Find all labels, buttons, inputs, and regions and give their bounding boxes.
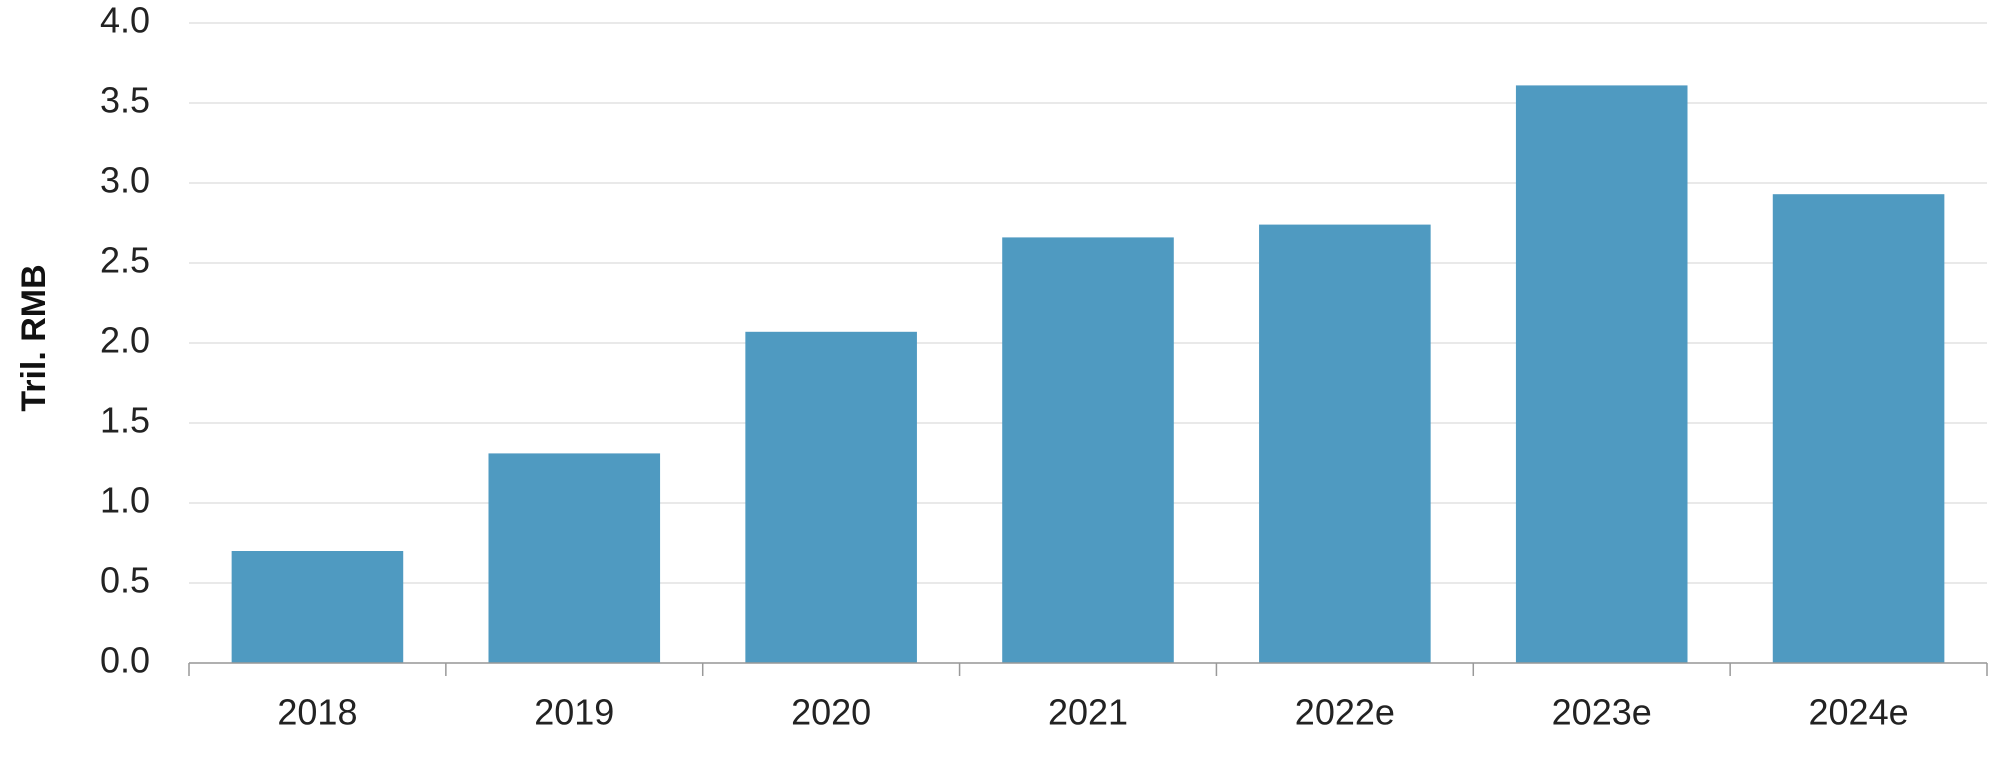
bar (1259, 224, 1431, 663)
y-axis-title: Tril. RMB (15, 264, 53, 411)
bar (1772, 194, 1945, 663)
x-tick-label: 2020 (791, 692, 871, 733)
y-tick-label: 3.0 (100, 160, 150, 201)
y-tick-label: 1.0 (100, 480, 150, 521)
x-tick-label: 2023e (1552, 692, 1652, 733)
bar (745, 331, 917, 663)
y-tick-label: 3.5 (100, 80, 150, 121)
y-tick-label: 1.5 (100, 400, 150, 441)
y-tick-label: 4.0 (100, 0, 150, 41)
y-tick-label: 2.5 (100, 240, 150, 281)
bar (488, 453, 661, 663)
y-tick-label: 0.5 (100, 560, 150, 601)
y-tick-label: 0.0 (100, 640, 150, 681)
x-tick-label: 2021 (1048, 692, 1128, 733)
bar (231, 551, 404, 663)
x-tick-label: 2018 (277, 692, 357, 733)
bar (1515, 85, 1688, 663)
x-tick-label: 2019 (534, 692, 614, 733)
x-tick-label: 2022e (1295, 692, 1395, 733)
x-tick-label: 2024e (1809, 692, 1909, 733)
bar (1002, 237, 1174, 663)
y-tick-label: 2.0 (100, 320, 150, 361)
